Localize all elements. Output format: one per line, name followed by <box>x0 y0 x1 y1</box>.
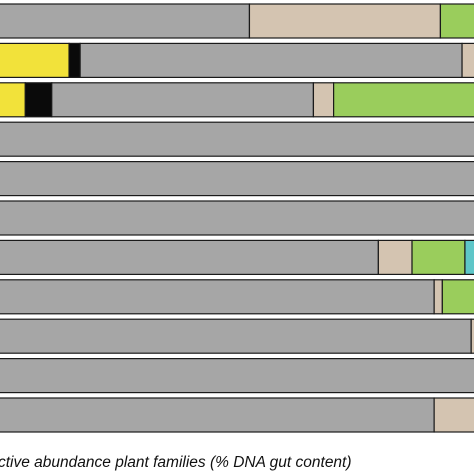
bar-row-3 <box>0 82 474 118</box>
bar-segment-green <box>439 3 474 39</box>
bar-row-6 <box>0 200 474 236</box>
bar-row-11 <box>0 397 474 433</box>
x-axis-label: ctive abundance plant families (% DNA gu… <box>0 454 352 471</box>
bar-row-8 <box>0 279 474 315</box>
bar-segment-beige <box>433 397 474 433</box>
bar-row-4 <box>0 121 474 157</box>
bar-segment-gray <box>0 358 474 394</box>
bar-segment-gray <box>0 200 474 236</box>
bar-segment-gray <box>0 3 251 39</box>
bar-segment-teal <box>464 239 474 275</box>
bar-row-9 <box>0 318 474 354</box>
bar-row-2 <box>0 42 474 79</box>
bar-segment-green <box>411 239 466 275</box>
bar-segment-yellow <box>0 42 70 79</box>
bar-segment-gray <box>0 161 474 197</box>
bar-segment-beige <box>377 239 413 275</box>
bar-segment-beige <box>248 3 442 39</box>
bar-segment-gray <box>0 279 435 315</box>
bar-segment-black <box>24 82 53 118</box>
bar-segment-beige <box>312 82 335 118</box>
bar-row-7 <box>0 239 474 275</box>
bar-row-5 <box>0 161 474 197</box>
bars-layer <box>0 3 474 433</box>
bar-segment-gray <box>0 318 472 354</box>
bar-segment-gray <box>0 239 379 275</box>
bar-segment-green <box>441 279 474 315</box>
bar-row-10 <box>0 358 474 394</box>
bar-segment-green <box>333 82 474 118</box>
bar-segment-beige <box>461 42 474 79</box>
bar-segment-gray <box>51 82 315 118</box>
bar-segment-gray <box>0 397 435 433</box>
bar-segment-yellow <box>0 82 26 118</box>
bar-segment-black <box>68 42 81 79</box>
bar-segment-gray <box>0 121 474 157</box>
bar-segment-gray <box>79 42 463 79</box>
bar-segment-beige <box>433 279 443 315</box>
bar-row-1 <box>0 3 474 39</box>
